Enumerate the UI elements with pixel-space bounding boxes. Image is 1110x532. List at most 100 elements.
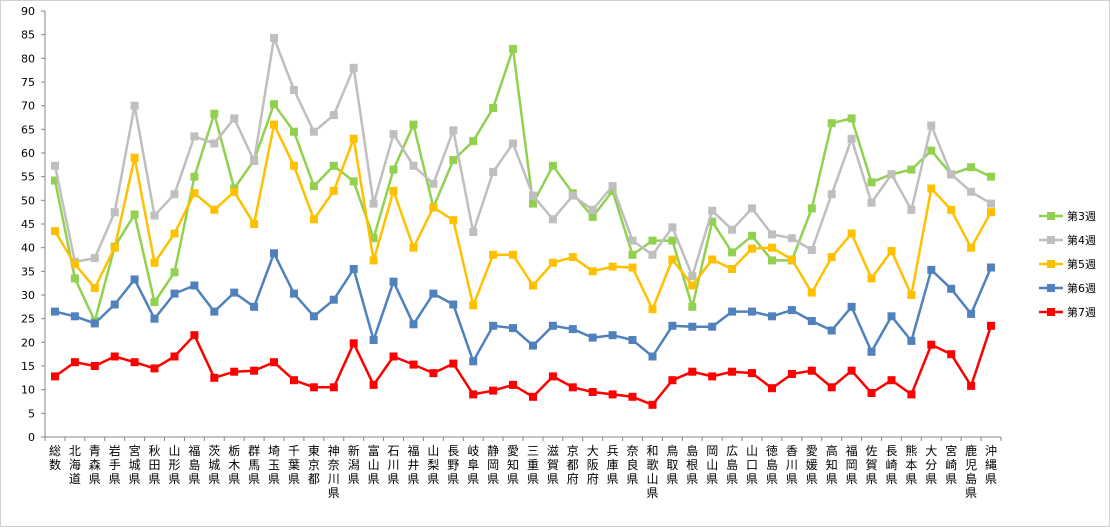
data-point — [668, 236, 677, 245]
data-point — [867, 347, 876, 356]
data-point — [90, 254, 99, 263]
data-point — [150, 258, 159, 267]
data-point — [150, 314, 159, 323]
series-line — [53, 47, 992, 323]
data-point — [250, 157, 259, 165]
data-point — [389, 165, 398, 174]
data-point — [987, 208, 995, 217]
data-point — [827, 326, 836, 335]
data-point — [489, 321, 498, 330]
data-point — [867, 198, 876, 207]
data-point — [250, 366, 259, 375]
data-point — [728, 225, 737, 234]
x-tick-label: 山形県 — [168, 444, 180, 486]
data-point — [509, 324, 517, 333]
data-point — [608, 262, 617, 271]
x-tick-label: 茨城県 — [208, 444, 220, 486]
y-tick-label: 90 — [21, 5, 35, 18]
data-point — [469, 357, 478, 366]
x-tick-label: 奈良県 — [627, 444, 639, 486]
data-point — [987, 321, 995, 330]
data-point — [290, 161, 298, 170]
data-point — [688, 272, 697, 281]
data-point — [827, 383, 836, 392]
data-point — [548, 372, 557, 381]
legend-item: 第7週 — [1039, 305, 1096, 319]
data-point — [369, 380, 378, 389]
y-tick-label: 20 — [21, 336, 35, 349]
data-point — [489, 386, 498, 395]
data-point — [230, 288, 239, 297]
data-point — [768, 312, 776, 321]
data-point — [927, 184, 936, 193]
data-point — [270, 34, 278, 42]
x-tick-label: 長野県 — [447, 444, 459, 486]
legend-label: 第3週 — [1067, 209, 1096, 223]
data-point — [130, 210, 139, 219]
data-point — [568, 325, 577, 334]
data-point — [309, 182, 318, 191]
x-tick-label: 神奈川県 — [328, 444, 340, 500]
x-tick-label: 兵庫県 — [607, 444, 619, 486]
data-point — [927, 121, 936, 130]
data-point — [688, 322, 697, 331]
data-point — [548, 161, 557, 170]
data-point — [449, 300, 458, 309]
data-point — [967, 187, 976, 196]
data-point — [170, 289, 179, 298]
data-point — [987, 263, 995, 272]
data-point — [190, 172, 199, 181]
data-point — [150, 298, 159, 307]
x-tick-label: 岩手県 — [109, 443, 121, 486]
data-point — [190, 281, 199, 290]
data-point — [907, 205, 916, 214]
data-point — [170, 190, 179, 199]
data-point — [329, 186, 338, 195]
x-tick-label: 福岡県 — [846, 443, 858, 486]
x-tick-label: 滋賀県 — [547, 444, 559, 486]
data-point — [887, 170, 896, 179]
data-point — [787, 255, 796, 264]
data-point — [409, 120, 418, 129]
data-point — [529, 281, 537, 290]
data-point — [210, 139, 219, 148]
data-point — [369, 199, 378, 208]
data-point — [568, 253, 577, 262]
data-point — [907, 336, 916, 345]
x-tick-label: 総数 — [49, 444, 61, 472]
x-tick-label: 広島県 — [726, 444, 738, 486]
data-point — [190, 331, 199, 340]
data-point — [588, 205, 597, 214]
x-tick-label: 山梨県 — [427, 444, 439, 486]
y-tick-label: 65 — [21, 123, 35, 136]
data-point — [648, 305, 657, 314]
data-point — [648, 250, 657, 259]
data-point — [329, 111, 338, 120]
legend-label: 第5週 — [1067, 257, 1096, 271]
y-tick-label: 5 — [28, 407, 35, 420]
series-lines — [51, 34, 995, 409]
data-point — [768, 384, 776, 393]
legend-item: 第3週 — [1039, 209, 1096, 223]
data-point — [449, 156, 458, 165]
x-tick-label: 埼玉県 — [268, 444, 280, 486]
data-point — [290, 127, 298, 136]
x-tick-label: 福井県 — [407, 443, 419, 486]
data-point — [748, 204, 756, 213]
data-point — [309, 127, 318, 136]
y-tick-labels: 0 5 10 15 20 25 30 35 40 45 50 55 60 65 70 75 80 85 90 — [21, 5, 45, 444]
series-4 — [51, 249, 995, 366]
data-point — [967, 381, 976, 390]
data-point — [349, 177, 358, 186]
x-tick-label: 岡山県 — [706, 444, 718, 486]
x-tick-label: 沖縄県 — [985, 444, 997, 486]
legend-item: 第5週 — [1039, 257, 1096, 271]
legend-swatch-marker — [1047, 308, 1055, 316]
data-point — [270, 100, 278, 109]
data-point — [688, 281, 697, 290]
data-point — [548, 258, 557, 267]
data-point — [449, 359, 458, 368]
data-point — [90, 283, 99, 292]
data-point — [190, 132, 199, 141]
